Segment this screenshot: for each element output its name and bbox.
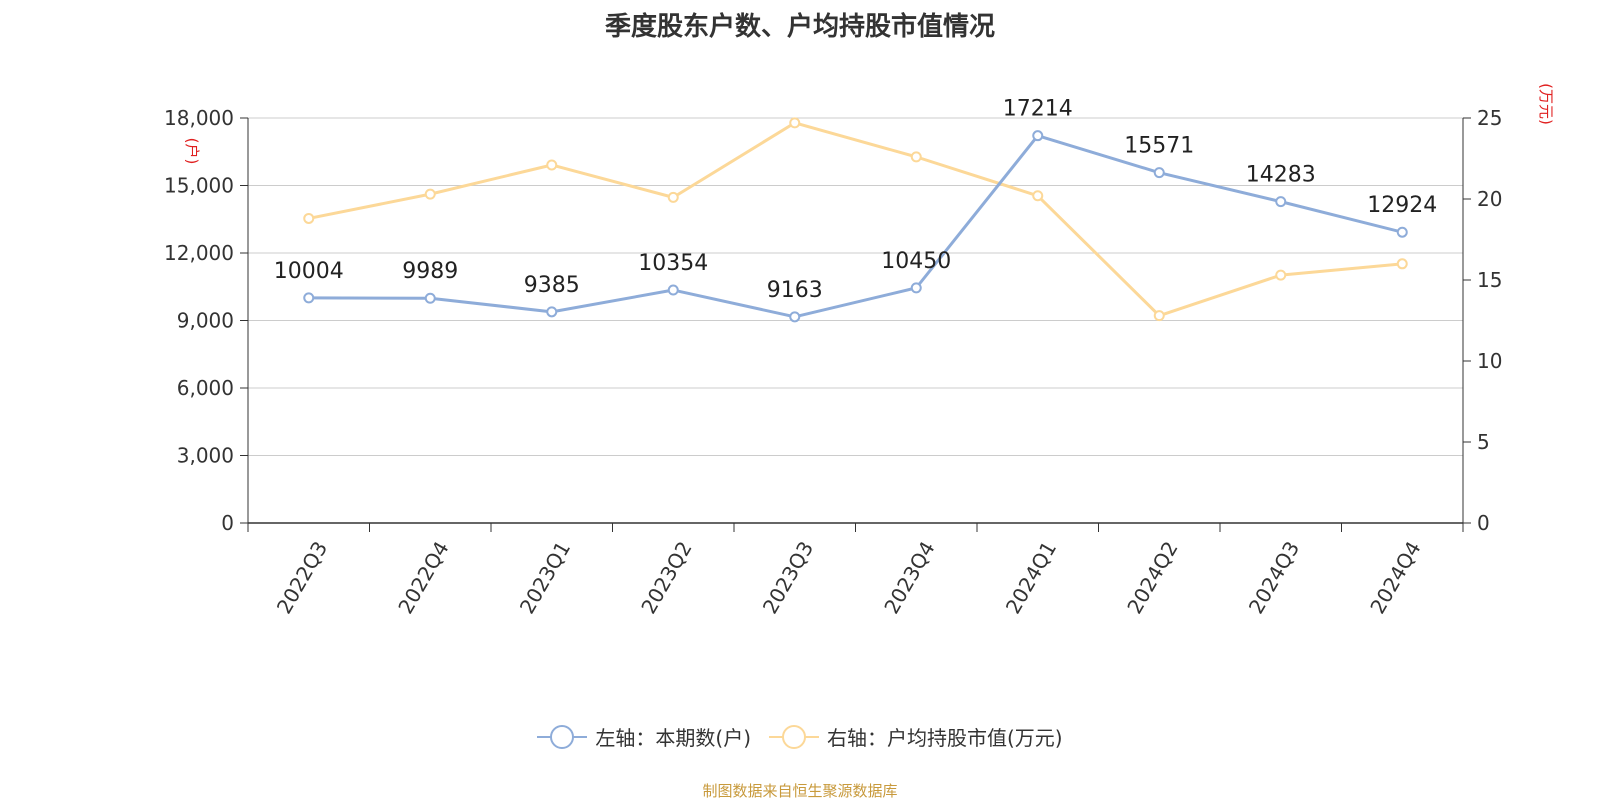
x-tick-label: 2022Q3: [272, 537, 332, 618]
legend-item-series2[interactable]: 右轴：户均持股市值(万元): [769, 722, 1063, 751]
data-point-avg-value: [424, 188, 436, 200]
data-point-avg-value: [789, 117, 801, 129]
chart-canvas: 0 3,000 6,000 9,000 12,000 15,000 18,000 0 5 10 15…: [164, 83, 1555, 618]
right-tick-label: 0: [1477, 511, 1490, 535]
left-axis-unit: (户): [183, 138, 201, 165]
data-point-avg-value: [910, 151, 922, 163]
left-tick-label: 18,000: [164, 106, 234, 130]
data-point-holders: [910, 282, 922, 294]
left-tick-label: 12,000: [164, 241, 234, 265]
data-point-avg-value: [1153, 310, 1165, 322]
legend-label-series2: 右轴：户均持股市值(万元): [827, 726, 1063, 750]
series-layer: [303, 117, 1408, 323]
data-point-holders: [1275, 196, 1287, 208]
data-label: 17214: [1003, 97, 1073, 122]
data-label: 9163: [767, 278, 823, 303]
axis-units: (户) (万元): [183, 83, 1555, 164]
x-tick-label: 2024Q2: [1122, 537, 1182, 618]
left-tick-label: 0: [221, 511, 234, 535]
x-tick-label: 2022Q4: [393, 537, 453, 618]
x-tick-label: 2023Q2: [636, 537, 696, 618]
legend-item-series1[interactable]: 左轴：本期数(户): [537, 722, 751, 751]
data-point-avg-value: [546, 159, 558, 171]
gridlines: [248, 117, 1463, 456]
data-point-holders: [1032, 130, 1044, 142]
x-tick-label: 2024Q3: [1244, 537, 1304, 618]
data-label: 10354: [638, 251, 708, 276]
legend-marker-icon: [537, 724, 588, 749]
left-tick-label: 6,000: [177, 376, 234, 400]
data-point-holders: [424, 292, 436, 304]
legend-label-series1: 左轴：本期数(户): [595, 726, 751, 750]
data-label: 9385: [524, 273, 580, 298]
data-point-avg-value: [1275, 269, 1287, 281]
data-point-holders: [303, 292, 315, 304]
left-tick-label: 15,000: [164, 174, 234, 198]
legend-marker-icon: [769, 724, 819, 749]
data-labels: 10004 9989 9385 10354 9163 10450 17214 15571 142…: [274, 97, 1438, 303]
right-tick-label: 25: [1477, 106, 1502, 130]
series-line-avg-value: [308, 121, 1403, 318]
x-tick-label: 2024Q1: [1001, 537, 1061, 618]
data-point-avg-value: [1396, 258, 1408, 270]
axes: [240, 117, 1471, 532]
data-source-note: 制图数据来自恒生聚源数据库: [702, 782, 898, 800]
data-label: 12924: [1367, 193, 1437, 218]
data-point-holders: [1396, 226, 1408, 238]
left-tick-label: 9,000: [177, 309, 234, 333]
chart-title: 季度股东户数、户均持股市值情况: [604, 12, 995, 42]
right-tick-label: 10: [1477, 349, 1502, 373]
data-point-holders: [789, 311, 801, 323]
x-tick-label: 2023Q1: [515, 537, 575, 618]
x-tick-label: 2023Q4: [879, 537, 939, 618]
data-point-avg-value: [1032, 190, 1044, 202]
data-label: 14283: [1246, 163, 1316, 188]
right-tick-label: 15: [1477, 268, 1502, 292]
data-point-holders: [1153, 167, 1165, 179]
data-point-holders: [667, 284, 679, 296]
data-label: 10004: [274, 259, 344, 284]
right-tick-label: 5: [1477, 430, 1490, 454]
x-tick-label: 2023Q3: [758, 537, 818, 618]
right-axis-unit: (万元): [1537, 83, 1555, 125]
x-tick-label: 2024Q4: [1365, 537, 1425, 618]
data-label: 9989: [402, 259, 458, 284]
data-label: 15571: [1124, 134, 1194, 159]
data-point-avg-value: [303, 212, 315, 224]
left-tick-label: 3,000: [177, 444, 234, 468]
series-line-holders: [308, 134, 1403, 319]
data-point-holders: [546, 306, 558, 318]
legend: 左轴：本期数(户) 右轴：户均持股市值(万元): [0, 722, 1600, 751]
data-point-avg-value: [667, 191, 679, 203]
data-label: 10450: [881, 249, 951, 274]
right-tick-label: 20: [1477, 187, 1502, 211]
